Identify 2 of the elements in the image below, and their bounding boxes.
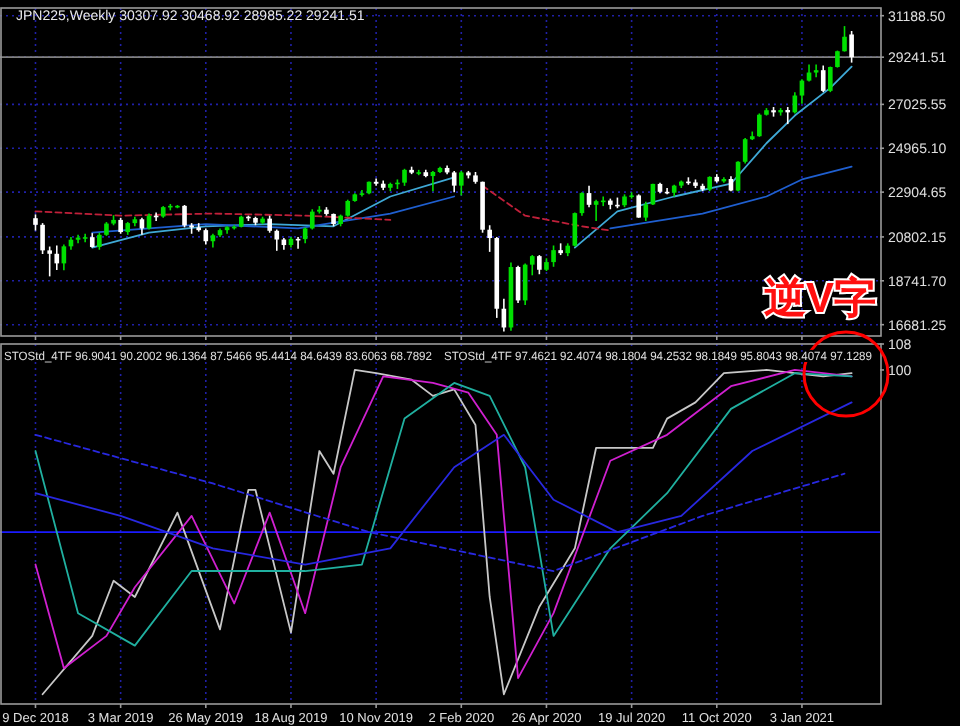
- annotation: 逆V字: [763, 274, 876, 322]
- line-series: [34, 401, 853, 566]
